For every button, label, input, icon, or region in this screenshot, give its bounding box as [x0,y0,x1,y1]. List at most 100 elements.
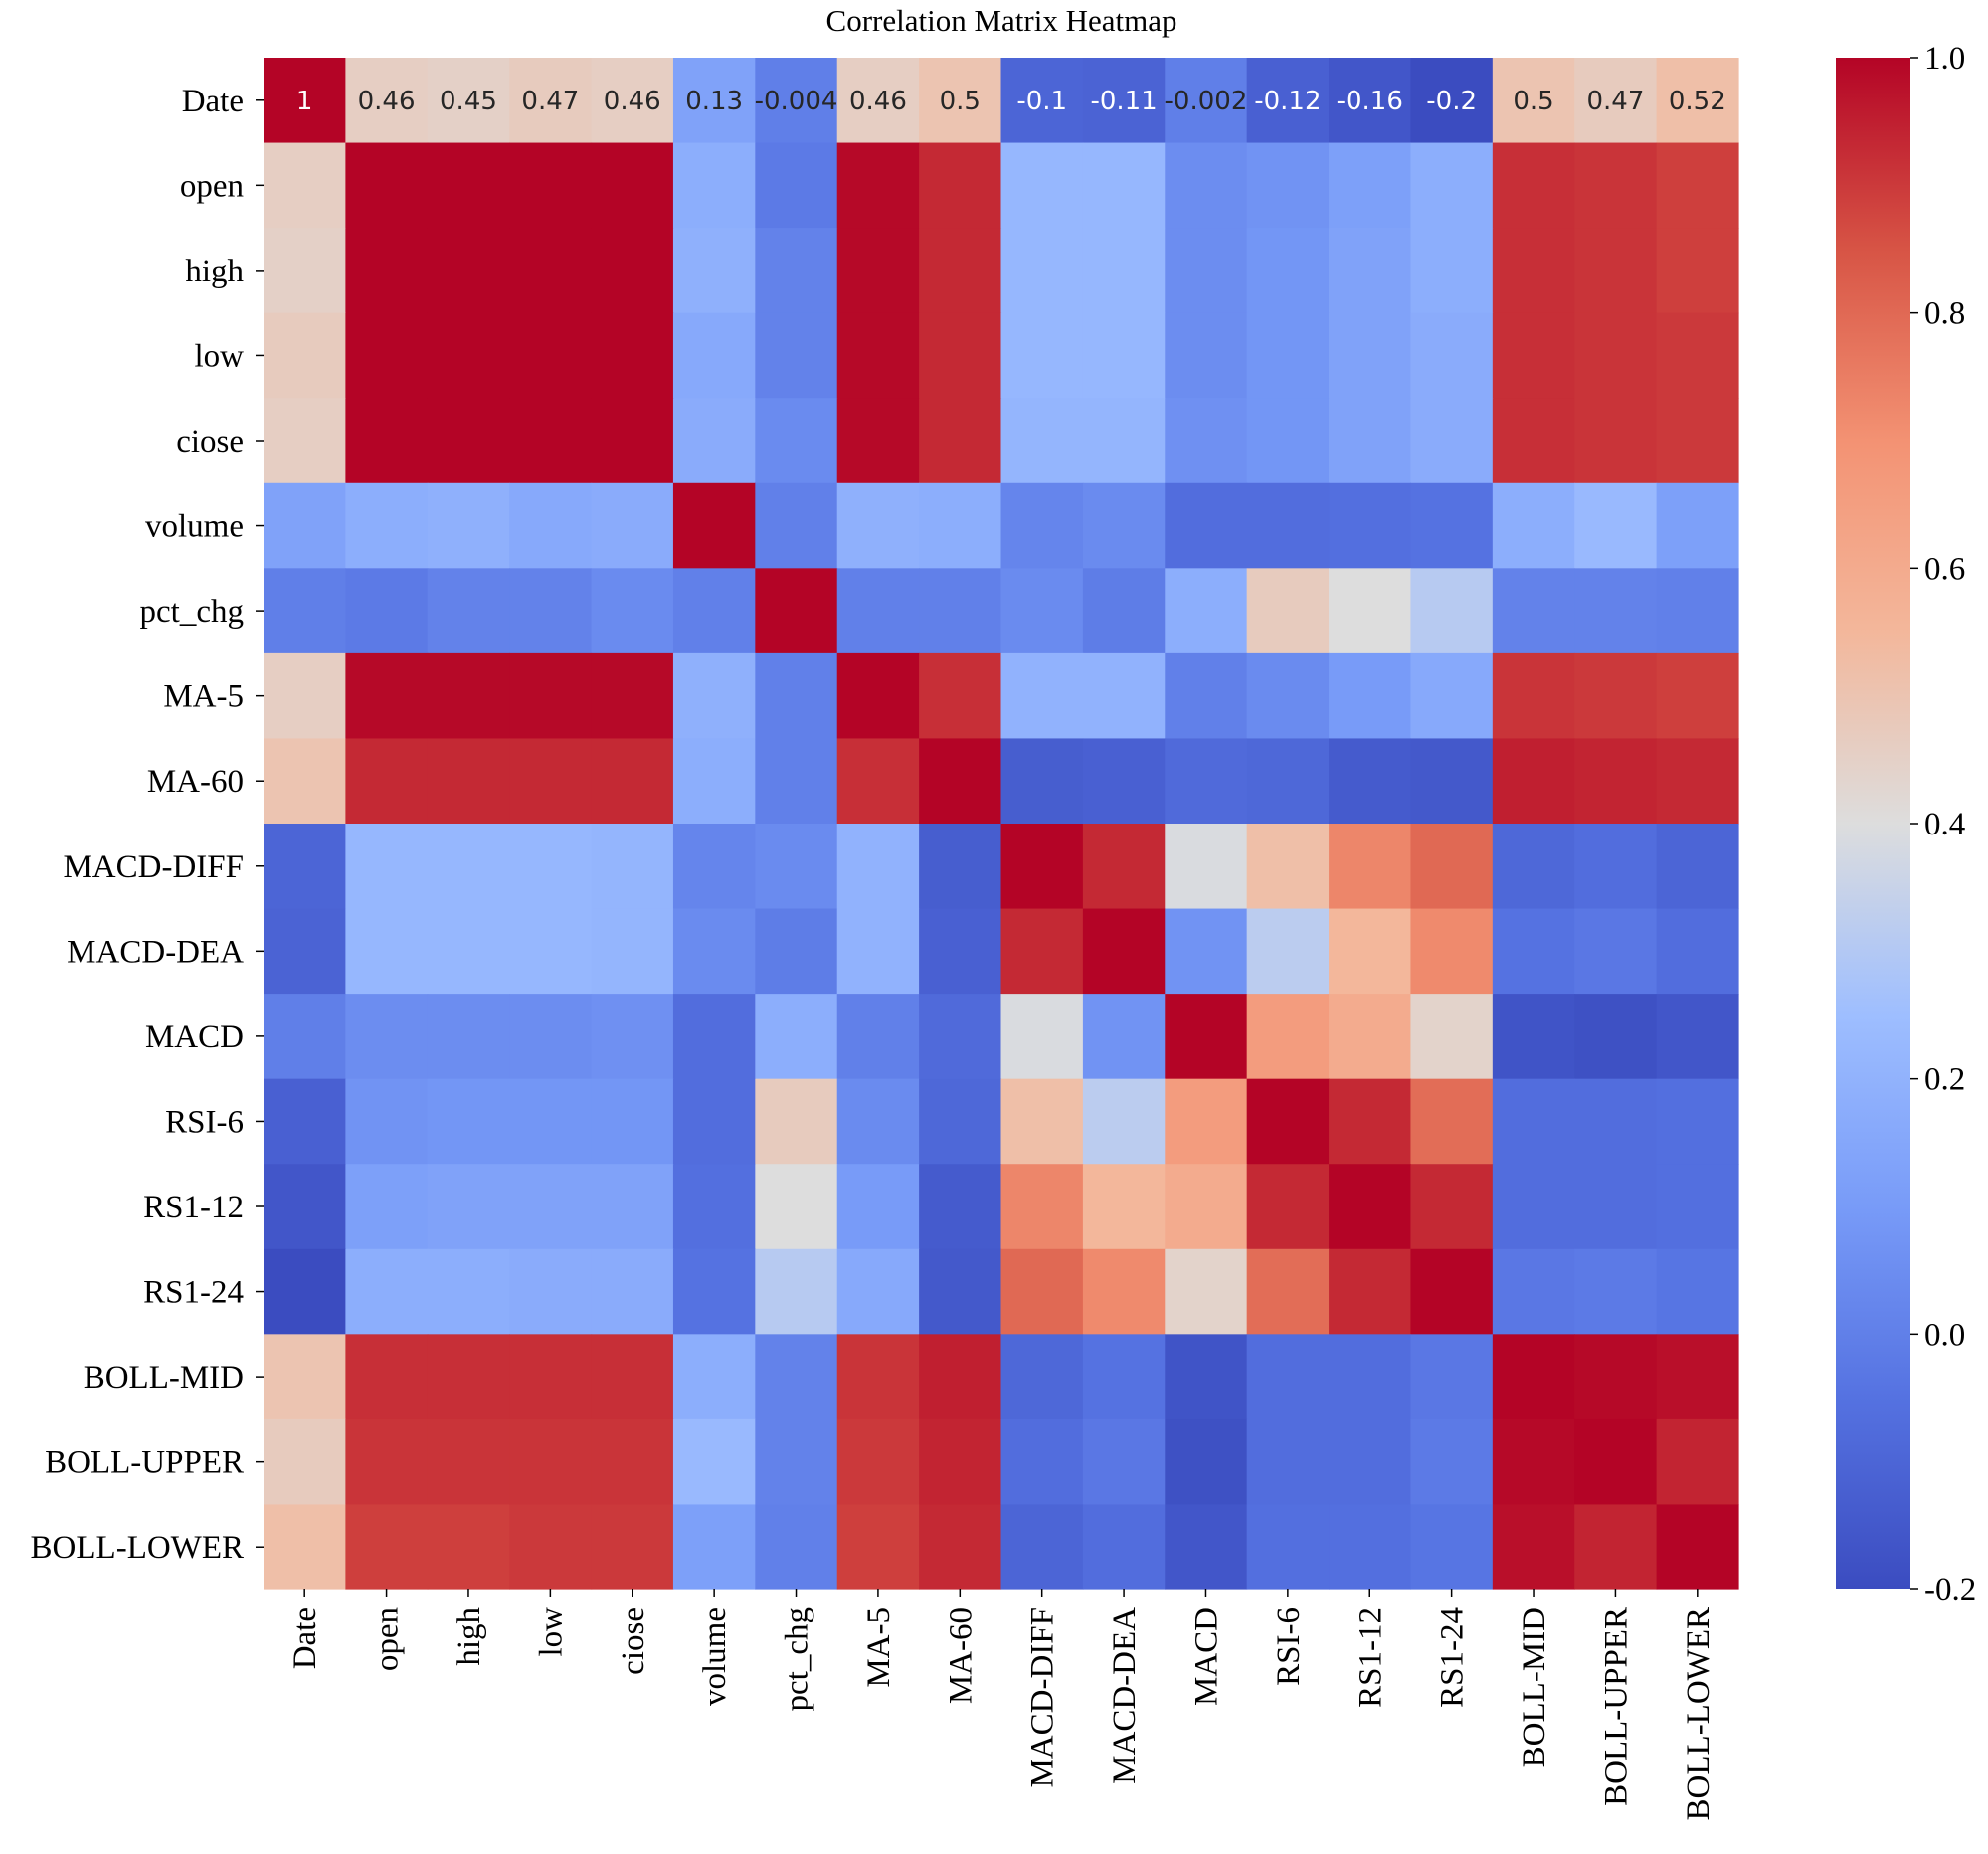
colorbar: 1.0 0.8 0.6 0.4 0.2 0.0 -0.2 [1836,41,1976,1608]
heatmap-cell-15-1 [345,1334,429,1420]
heatmap-cell-17-17 [1656,1504,1739,1590]
heatmap-cell-3-1 [345,312,429,399]
heatmap-cell-11-10 [1082,994,1166,1080]
heatmap-cell-11-17 [1656,994,1739,1080]
heatmap-cell-5-16 [1574,482,1658,569]
heatmap-cell-17-10 [1082,1504,1166,1590]
heatmap-cell-0-7 [836,58,920,144]
heatmap-cell-5-6 [755,482,838,569]
heatmap-cell-15-3 [509,1334,593,1420]
heatmap-cell-4-5 [672,398,756,484]
heatmap-cell-5-9 [1000,482,1084,569]
heatmap-cell-12-8 [919,1078,1002,1165]
x-tick-label: BOLL-LOWER [1681,1607,1717,1820]
x-tick-label: volume [697,1607,733,1706]
heatmap-cell-1-2 [427,142,510,229]
heatmap-cell-7-3 [509,652,593,740]
heatmap-cell-10-12 [1246,908,1330,995]
heatmap-cell-7-1 [345,652,429,740]
colorbar-tick-label: 0.0 [1924,1317,1965,1353]
heatmap-cell-7-11 [1165,652,1248,740]
heatmap-cell-16-12 [1246,1418,1330,1506]
heatmap-cell-16-16 [1574,1418,1658,1506]
heatmap-cell-9-0 [264,824,346,910]
heatmap-cell-17-6 [755,1504,838,1590]
heatmap-cell-3-2 [427,312,510,399]
cell-annotation-8: 0.5 [940,87,981,116]
heatmap-cell-0-5 [672,58,756,144]
heatmap-cell-11-6 [755,994,838,1080]
heatmap-cell-2-9 [1000,228,1084,314]
y-tick-label: RS1-12 [143,1190,244,1225]
heatmap-cell-15-4 [591,1334,674,1420]
heatmap-cell-3-11 [1165,312,1248,399]
heatmap-cell-10-1 [345,908,429,995]
heatmap-cell-13-13 [1329,1164,1412,1250]
cell-annotation-0: 1 [296,87,313,116]
heatmap-cell-14-3 [509,1248,593,1335]
heatmap-cell-13-11 [1165,1164,1248,1250]
heatmap-cell-3-3 [509,312,593,399]
cell-annotation-9: -0.1 [1016,87,1067,116]
y-tick-label: MACD [145,1020,244,1055]
heatmap-cell-4-2 [427,398,510,484]
heatmap-annotations: 1 0.46 0.45 0.47 0.46 0.13 -0.004 0.46 0.5 -0.1 -0… [296,87,1726,116]
heatmap-cell-9-17 [1656,824,1739,910]
heatmap-cell-12-2 [427,1078,510,1165]
y-tick-label: RS1-24 [143,1275,244,1311]
heatmap-cell-14-9 [1000,1248,1084,1335]
heatmap-cell-13-16 [1574,1164,1658,1250]
heatmap-cell-16-6 [755,1418,838,1506]
heatmap-cell-6-0 [264,568,346,654]
heatmap-cell-4-8 [919,398,1002,484]
heatmap-cell-16-4 [591,1418,674,1506]
colorbar-tick-label: 0.6 [1924,551,1965,587]
cell-annotation-16: 0.47 [1586,87,1644,116]
heatmap-cell-6-4 [591,568,674,654]
x-tick-label: BOLL-MID [1517,1607,1552,1767]
heatmap-cell-12-15 [1492,1078,1575,1165]
heatmap-cell-10-15 [1492,908,1575,995]
heatmap-cell-16-13 [1329,1418,1412,1506]
x-tick-label: BOLL-UPPER [1598,1607,1634,1806]
heatmap-cell-8-17 [1656,738,1739,825]
heatmap-cell-4-3 [509,398,593,484]
heatmap-cell-4-17 [1656,398,1739,484]
heatmap-cell-8-0 [264,738,346,825]
heatmap-cell-11-3 [509,994,593,1080]
heatmap-cell-10-3 [509,908,593,995]
heatmap-cell-0-10 [1082,58,1166,144]
heatmap-cell-9-10 [1082,824,1166,910]
heatmap-cell-12-4 [591,1078,674,1165]
heatmap-cell-4-7 [836,398,920,484]
cell-annotation-10: -0.11 [1090,87,1157,116]
heatmap-cell-15-15 [1492,1334,1575,1420]
heatmap-cell-12-9 [1000,1078,1084,1165]
heatmap-cell-17-4 [591,1504,674,1590]
heatmap-cell-3-17 [1656,312,1739,399]
heatmap-cell-12-5 [672,1078,756,1165]
heatmap-cell-3-15 [1492,312,1575,399]
heatmap-cell-7-12 [1246,652,1330,740]
heatmap-cell-13-4 [591,1164,674,1250]
heatmap-cell-12-1 [345,1078,429,1165]
heatmap-cell-12-6 [755,1078,838,1165]
heatmap-cell-13-10 [1082,1164,1166,1250]
cell-annotation-1: 0.46 [358,87,416,116]
heatmap-cell-9-15 [1492,824,1575,910]
heatmap-cell-9-1 [345,824,429,910]
x-tick-label: open [370,1607,406,1671]
heatmap-cell-5-15 [1492,482,1575,569]
heatmap-cell-9-14 [1410,824,1494,910]
heatmap-cell-14-1 [345,1248,429,1335]
heatmap-cell-13-9 [1000,1164,1084,1250]
heatmap-cell-4-9 [1000,398,1084,484]
heatmap-cell-6-5 [672,568,756,654]
heatmap-cell-8-3 [509,738,593,825]
heatmap-cell-2-17 [1656,228,1739,314]
heatmap-cell-5-3 [509,482,593,569]
heatmap-cell-1-5 [672,142,756,229]
heatmap-cell-2-13 [1329,228,1412,314]
x-tick-label: high [452,1607,487,1666]
